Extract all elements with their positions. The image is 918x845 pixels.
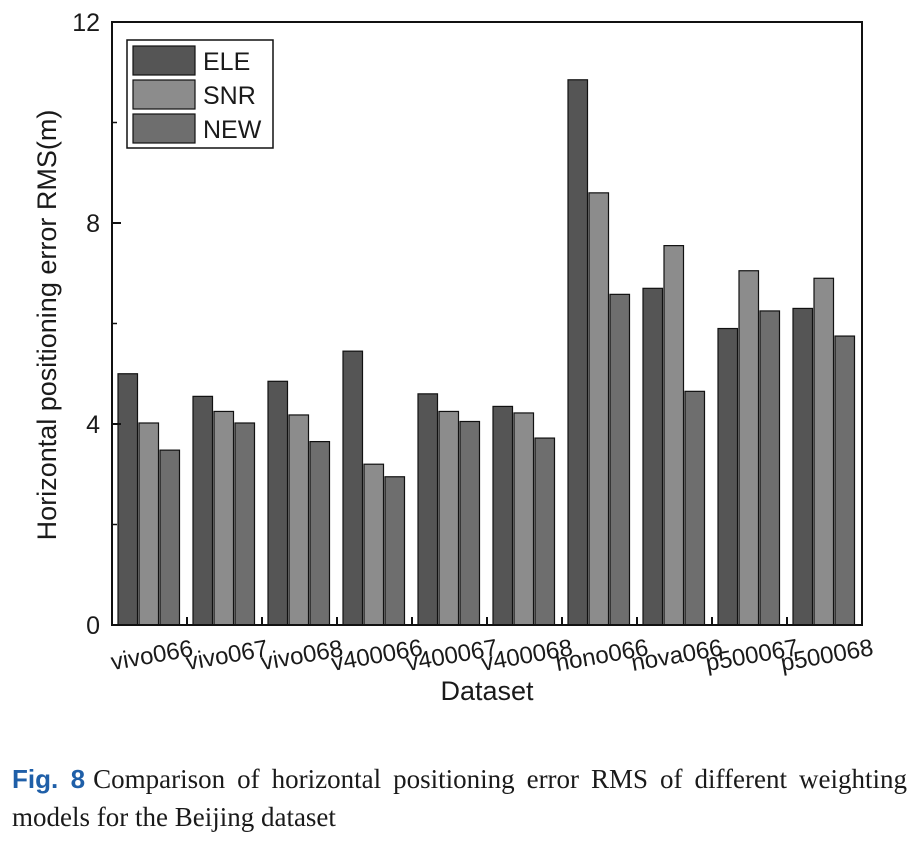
y-tick-label: 8 [86, 210, 100, 238]
caption-text: Comparison of horizontal positioning err… [12, 764, 907, 832]
x-tick-label: vivo067 [184, 635, 270, 676]
bar-ele-vivo067 [192, 395, 214, 626]
bar-new-vivo066 [159, 449, 181, 626]
bar-snr-v400067 [438, 410, 460, 626]
bar-new-v400068 [534, 437, 556, 626]
bar-ele-v400068 [492, 405, 514, 626]
bar-ele-hono066 [567, 79, 589, 626]
bar-ele-vivo068 [267, 380, 289, 626]
bar-snr-vivo068 [288, 414, 310, 626]
bar-snr-p500067 [738, 270, 760, 626]
bar-snr-v400068 [513, 412, 535, 626]
bar-new-hono066 [609, 293, 631, 626]
legend-swatch-snr [132, 79, 196, 110]
figure-label: Fig. 8 [12, 764, 86, 794]
legend-swatch-ele [132, 45, 196, 76]
bar-ele-v400067 [417, 393, 439, 626]
x-tick-label: vivo066 [109, 635, 195, 676]
bar-snr-p500068 [813, 277, 835, 626]
bar-new-vivo068 [309, 440, 331, 626]
bar-snr-hono066 [588, 192, 610, 626]
legend-label-snr: SNR [203, 82, 256, 110]
bar-ele-v400066 [342, 350, 364, 626]
bar-chart: 04812vivo066vivo067vivo068v400066v400067… [32, 9, 875, 706]
bar-snr-v400066 [363, 463, 385, 626]
bar-ele-p500067 [717, 327, 739, 626]
figure-caption: Fig. 8 Comparison of horizontal positioni… [12, 760, 907, 836]
legend-label-ele: ELE [203, 48, 250, 76]
y-tick-label: 4 [86, 411, 100, 439]
bar-new-p500067 [759, 310, 781, 626]
bar-snr-vivo067 [213, 410, 235, 626]
bar-new-p500068 [834, 335, 856, 626]
bar-new-nova066 [684, 390, 706, 626]
y-tick-label: 0 [86, 612, 100, 640]
bar-new-vivo067 [234, 422, 256, 626]
bar-snr-nova066 [663, 245, 685, 626]
legend-label-new: NEW [203, 116, 262, 144]
bar-ele-vivo066 [117, 373, 139, 626]
legend-swatch-new [132, 113, 196, 144]
y-tick-label: 12 [72, 9, 100, 37]
bar-ele-nova066 [642, 287, 664, 626]
y-axis-label: Horizontal positioning error RMS(m) [32, 110, 62, 541]
bar-new-v400067 [459, 420, 481, 626]
x-axis-label: Dataset [440, 676, 534, 706]
bar-ele-p500068 [792, 307, 814, 626]
bar-new-v400066 [384, 476, 406, 626]
bar-snr-vivo066 [138, 422, 160, 626]
